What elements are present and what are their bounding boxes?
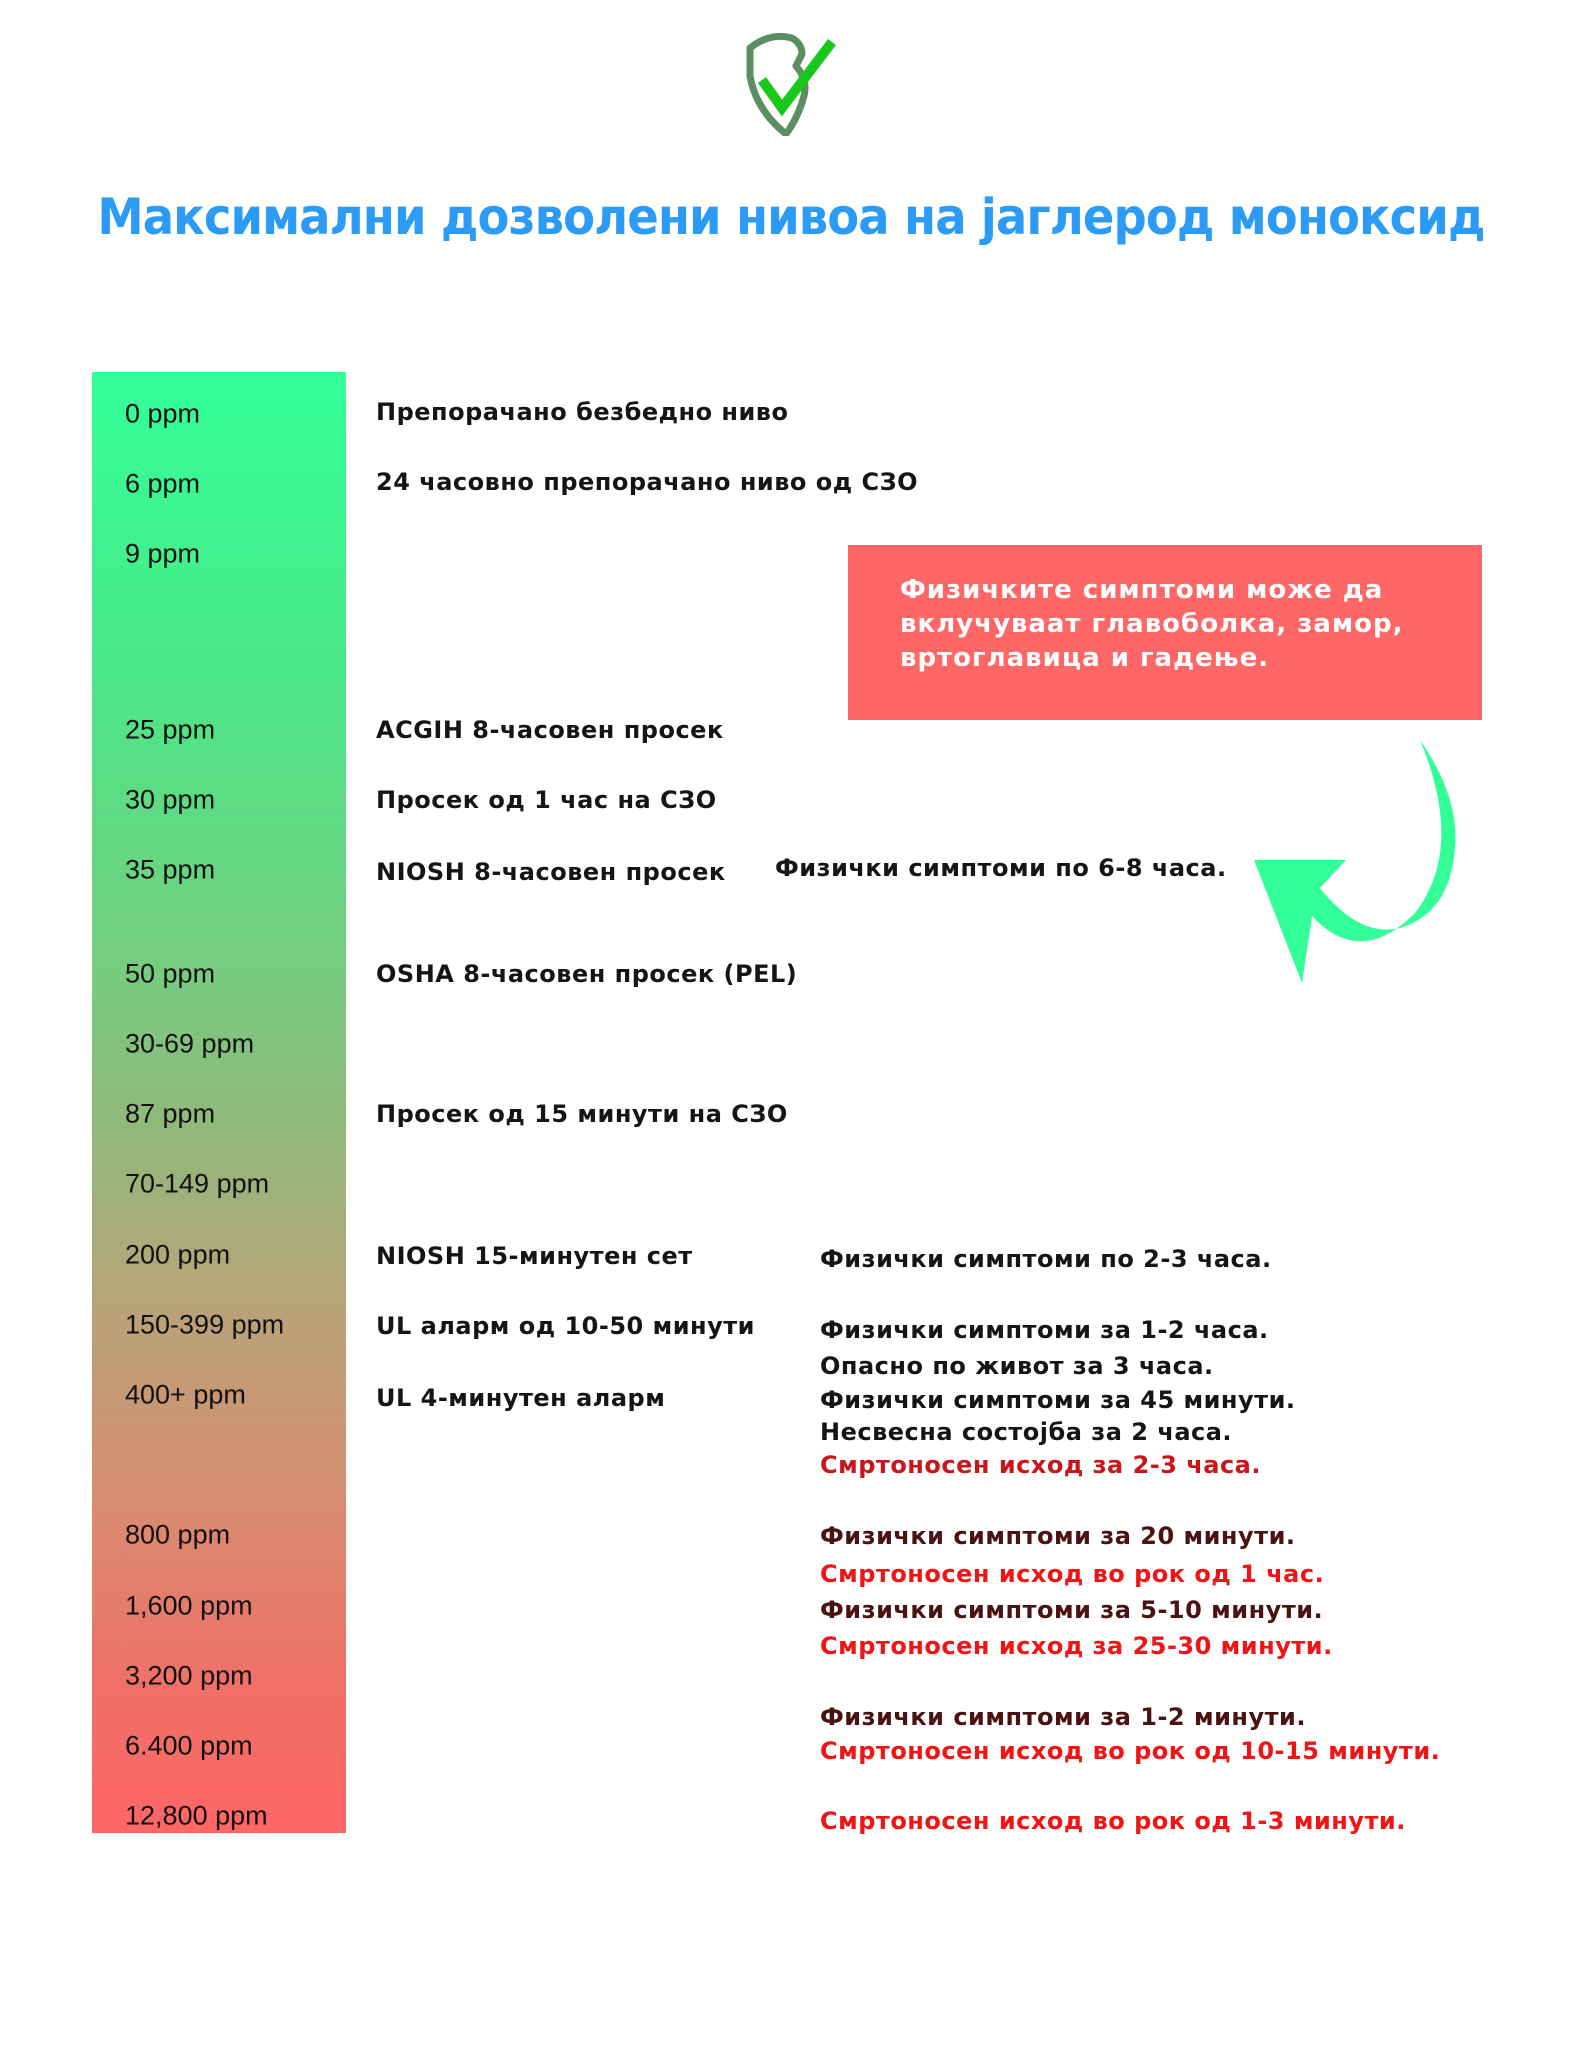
level-label: 150-399 ppm bbox=[125, 1309, 285, 1340]
level-label: 3,200 ppm bbox=[125, 1660, 253, 1691]
level-label: 30 ppm bbox=[125, 784, 216, 815]
symptoms-callout: Физичките симптоми може да вклучуваат гл… bbox=[848, 545, 1482, 720]
level-label: 9 ppm bbox=[125, 538, 201, 569]
level-label: 6 ppm bbox=[125, 468, 201, 499]
level-description: UL аларм од 10-50 минути bbox=[376, 1312, 755, 1340]
level-label: 200 ppm bbox=[125, 1239, 231, 1270]
level-description: UL 4-минутен аларм bbox=[376, 1384, 666, 1412]
level-description: ACGIH 8-часовен просек bbox=[376, 716, 724, 744]
symptom-line: Физички симптоми за 45 минути. bbox=[820, 1386, 1296, 1414]
symptom-line: Несвесна состојба за 2 часа. bbox=[820, 1418, 1233, 1446]
symptom-line: Физички симптоми за 1-2 часа. bbox=[820, 1316, 1269, 1344]
level-label: 0 ppm bbox=[125, 398, 201, 429]
symptom-line: Опасно по живот за 3 часа. bbox=[820, 1352, 1214, 1380]
level-label: 35 ppm bbox=[125, 854, 216, 885]
symptom-line: Смртоносен исход за 2-3 часа. bbox=[820, 1451, 1261, 1479]
level-description: Просек од 1 час на СЗО bbox=[376, 786, 717, 814]
level-label: 70-149 ppm bbox=[125, 1168, 270, 1199]
level-label: 6.400 ppm bbox=[125, 1730, 253, 1761]
level-label: 400+ ppm bbox=[125, 1379, 246, 1410]
level-label: 30-69 ppm bbox=[125, 1028, 255, 1059]
level-description: NIOSH 15-минутен сет bbox=[376, 1242, 693, 1270]
symptom-line: Физички симптоми за 1-2 минути. bbox=[820, 1703, 1306, 1731]
level-description: NIOSH 8-часовен просек bbox=[376, 858, 726, 886]
symptom-line: Смртоносен исход во рок од 1-3 минути. bbox=[820, 1807, 1406, 1835]
level-label: 50 ppm bbox=[125, 958, 216, 989]
page-title: Максимални дозволени нивоа на јаглерод м… bbox=[97, 188, 1485, 246]
symptom-line: Физички симптоми за 20 минути. bbox=[820, 1522, 1296, 1550]
symptom-line: Смртоносен исход во рок од 1 час. bbox=[820, 1560, 1325, 1588]
level-description: OSHA 8-часовен просек (PEL) bbox=[376, 960, 798, 988]
level-label: 87 ppm bbox=[125, 1098, 216, 1129]
gradient-scale-bar bbox=[92, 372, 346, 1833]
callout-text: Физичките симптоми може да вклучуваат гл… bbox=[900, 575, 1404, 673]
symptom-line: Физички симптоми по 2-3 часа. bbox=[820, 1245, 1272, 1273]
level-label: 12,800 ppm bbox=[125, 1800, 268, 1831]
level-description: Препорачано безбедно ниво bbox=[376, 398, 789, 426]
shield-check-icon bbox=[746, 32, 836, 136]
curved-arrow-icon bbox=[1254, 740, 1456, 983]
level-description: 24 часовно препорачано ниво од СЗО bbox=[376, 468, 919, 496]
symptom-line: Физички симптоми за 5-10 минути. bbox=[820, 1596, 1324, 1624]
symptom-line: Смртоносен исход за 25-30 минути. bbox=[820, 1632, 1333, 1660]
level-label: 25 ppm bbox=[125, 714, 216, 745]
symptom-35ppm: Физички симптоми по 6-8 часа. bbox=[775, 854, 1227, 882]
symptom-line: Смртоносен исход во рок од 10-15 минути. bbox=[820, 1737, 1441, 1765]
level-description: Просек од 15 минути на СЗО bbox=[376, 1100, 788, 1128]
level-label: 1,600 ppm bbox=[125, 1590, 253, 1621]
level-label: 800 ppm bbox=[125, 1519, 231, 1550]
